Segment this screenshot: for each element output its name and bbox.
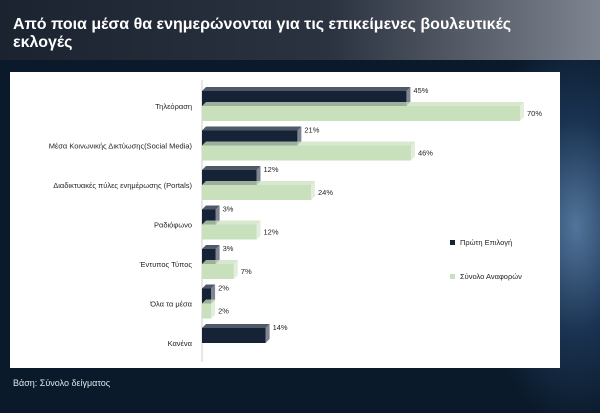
bar-series1 (202, 328, 266, 343)
bar-series1-top (202, 166, 261, 170)
bar-series1 (202, 288, 212, 304)
data-label-series1: 14% (273, 323, 288, 332)
data-label-series2: 12% (264, 228, 279, 237)
bar-series2-top (202, 220, 261, 225)
bar-series2 (202, 106, 520, 121)
data-label-series2: 7% (241, 267, 252, 276)
bar-chart: Τηλεόραση 45% 70% Μέσα Κοινωνικής Δικτύωσης… (49, 80, 542, 362)
data-label-series1: 3% (223, 205, 234, 214)
bar-series2-top (202, 181, 316, 185)
bar-series2-side (256, 220, 261, 240)
legend-label-series1: Πρώτη Επιλογή (460, 238, 512, 247)
legend-swatch-series1 (450, 240, 455, 245)
data-label-series1: 2% (218, 284, 229, 293)
chart-panel: Τηλεόραση 45% 70% Μέσα Κοινωνικής Δικτύωσης… (10, 72, 560, 368)
bar-series2-top (202, 141, 415, 146)
bar-series1-side (256, 166, 261, 185)
data-label-series1: 45% (413, 86, 428, 95)
bar-series2-side (520, 102, 524, 121)
category-label: Μέσα Κοινωνικής Δικτύωσης(Social Media) (49, 142, 193, 151)
bar-series2 (202, 185, 312, 200)
bar-series2 (202, 303, 212, 319)
bar-series1-top (202, 205, 220, 210)
data-label-series2: 2% (218, 307, 229, 316)
legend-swatch-series2 (450, 274, 455, 279)
data-label-series1: 3% (223, 244, 234, 253)
bar-series2-side (311, 181, 316, 200)
data-label-series2: 70% (527, 109, 542, 118)
category-label: Διαδικτυακές πύλες ενημέρωσης (Portals) (53, 181, 192, 190)
category-label: Έντυπος Τύπος (139, 260, 193, 269)
bar-series2-top (202, 260, 238, 264)
data-label-series1: 12% (264, 165, 279, 174)
bar-series2 (202, 224, 257, 240)
bar-series1-side (406, 87, 411, 106)
title-bar: Από ποια μέσα θα ενημερώνονται για τις ε… (0, 0, 600, 60)
data-label-series1: 21% (304, 126, 319, 135)
category-label: Ραδιόφωνο (154, 221, 192, 230)
bar-series2-top (202, 102, 524, 106)
bar-series1-top (202, 284, 216, 289)
bar-series2-side (211, 299, 216, 319)
bar-series1-side (211, 284, 216, 304)
bar-series2-side (410, 141, 415, 161)
bar-series1-top (202, 126, 302, 131)
bar-series1-side (297, 126, 302, 146)
bar-series1-side (215, 245, 220, 264)
footer-note: Βάση: Σύνολο δείγματος (13, 378, 111, 388)
bar-series1-side (215, 205, 220, 225)
bar-series2 (202, 145, 411, 161)
legend-label-series2: Σύνολο Αναφορών (460, 272, 522, 281)
bar-series1-side (265, 324, 270, 343)
bar-series1-top (202, 324, 270, 328)
category-label: Τηλεόραση (155, 102, 192, 111)
category-label: Κανένα (168, 339, 193, 348)
bar-series2 (202, 264, 234, 279)
bar-series2-top (202, 299, 216, 304)
bar-series2-side (233, 260, 238, 279)
data-label-series2: 24% (318, 188, 333, 197)
data-label-series2: 46% (418, 149, 433, 158)
page-title: Από ποια μέσα θα ενημερώνονται για τις ε… (13, 16, 512, 51)
category-label: Όλα τα μέσα (149, 300, 192, 309)
bar-series1-top (202, 245, 220, 249)
bar-series1-top (202, 87, 411, 91)
